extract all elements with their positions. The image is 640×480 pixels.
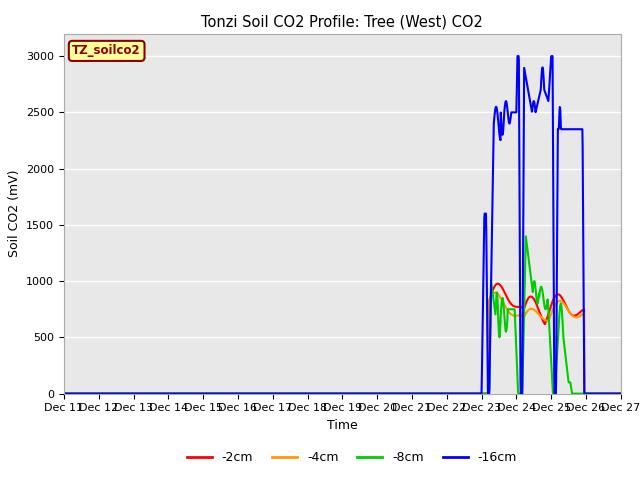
-4cm <box>601 391 609 396</box>
X-axis label: Time: Time <box>327 419 358 432</box>
-2cm <box>499 286 506 291</box>
-2cm <box>60 391 68 396</box>
Title: Tonzi Soil CO2 Profile: Tree (West) CO2: Tonzi Soil CO2 Profile: Tree (West) CO2 <box>202 15 483 30</box>
-4cm <box>88 391 96 396</box>
-8cm <box>601 391 609 396</box>
-4cm <box>316 391 324 396</box>
-8cm <box>499 295 506 301</box>
-16cm <box>316 391 324 396</box>
Text: TZ_soilco2: TZ_soilco2 <box>72 44 141 58</box>
-4cm <box>617 391 625 396</box>
Line: -8cm: -8cm <box>64 236 621 394</box>
Line: -4cm: -4cm <box>64 293 621 394</box>
-8cm <box>601 391 609 396</box>
-16cm <box>617 391 625 396</box>
-16cm <box>88 391 96 396</box>
Line: -2cm: -2cm <box>64 284 621 394</box>
Legend: -2cm, -4cm, -8cm, -16cm: -2cm, -4cm, -8cm, -16cm <box>182 446 522 469</box>
-16cm <box>601 391 609 396</box>
-2cm <box>494 281 502 287</box>
-8cm <box>617 391 625 396</box>
-4cm <box>492 290 499 296</box>
-16cm <box>60 391 68 396</box>
-2cm <box>88 391 96 396</box>
-4cm <box>499 299 506 305</box>
-16cm <box>331 391 339 396</box>
-8cm <box>88 391 96 396</box>
-16cm <box>499 132 506 138</box>
-2cm <box>601 391 609 396</box>
-4cm <box>601 391 609 396</box>
-2cm <box>617 391 625 396</box>
-16cm <box>601 391 609 396</box>
-8cm <box>316 391 324 396</box>
Line: -16cm: -16cm <box>64 56 621 394</box>
-4cm <box>331 391 339 396</box>
-8cm <box>331 391 339 396</box>
-2cm <box>331 391 339 396</box>
Y-axis label: Soil CO2 (mV): Soil CO2 (mV) <box>8 170 20 257</box>
-2cm <box>601 391 609 396</box>
-16cm <box>514 53 522 59</box>
-8cm <box>60 391 68 396</box>
-4cm <box>60 391 68 396</box>
-2cm <box>316 391 324 396</box>
-8cm <box>522 233 530 239</box>
